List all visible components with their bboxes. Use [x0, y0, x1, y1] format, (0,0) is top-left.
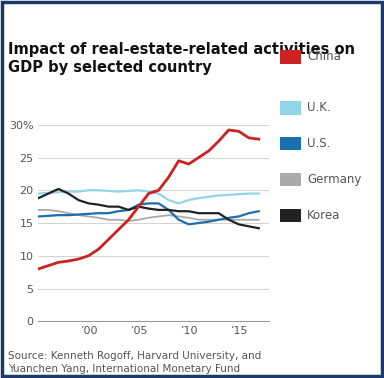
Text: Source: Kenneth Rogoff, Harvard University, and
Yuanchen Yang, International Mon: Source: Kenneth Rogoff, Harvard Universi…	[8, 351, 261, 374]
Text: U.S.: U.S.	[307, 137, 331, 150]
Text: Germany: Germany	[307, 173, 362, 186]
Text: Korea: Korea	[307, 209, 341, 222]
Text: U.K.: U.K.	[307, 101, 331, 114]
Text: Impact of real-estate-related activities on
GDP by selected country: Impact of real-estate-related activities…	[8, 42, 355, 75]
Text: China: China	[307, 50, 341, 63]
